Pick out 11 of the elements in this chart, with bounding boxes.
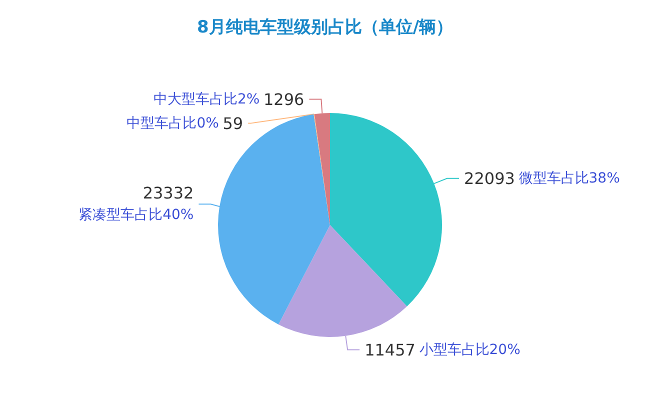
- slice-label: 紧凑型车占比40%: [78, 207, 194, 224]
- data-label: 59: [222, 114, 244, 133]
- chart-title: 8月纯电车型级别占比（单位/辆）: [196, 18, 454, 38]
- data-label: 11457: [364, 340, 416, 360]
- slice-label: 中型车占比0%: [126, 115, 219, 132]
- slice-label: 微型车占比38%: [518, 170, 620, 186]
- slice-label: 小型车占比20%: [419, 342, 520, 358]
- data-label: 22093: [464, 168, 515, 188]
- data-label: 23332: [142, 184, 194, 203]
- data-label: 1296: [263, 90, 304, 109]
- slice-label: 中大型车占比2%: [153, 91, 260, 108]
